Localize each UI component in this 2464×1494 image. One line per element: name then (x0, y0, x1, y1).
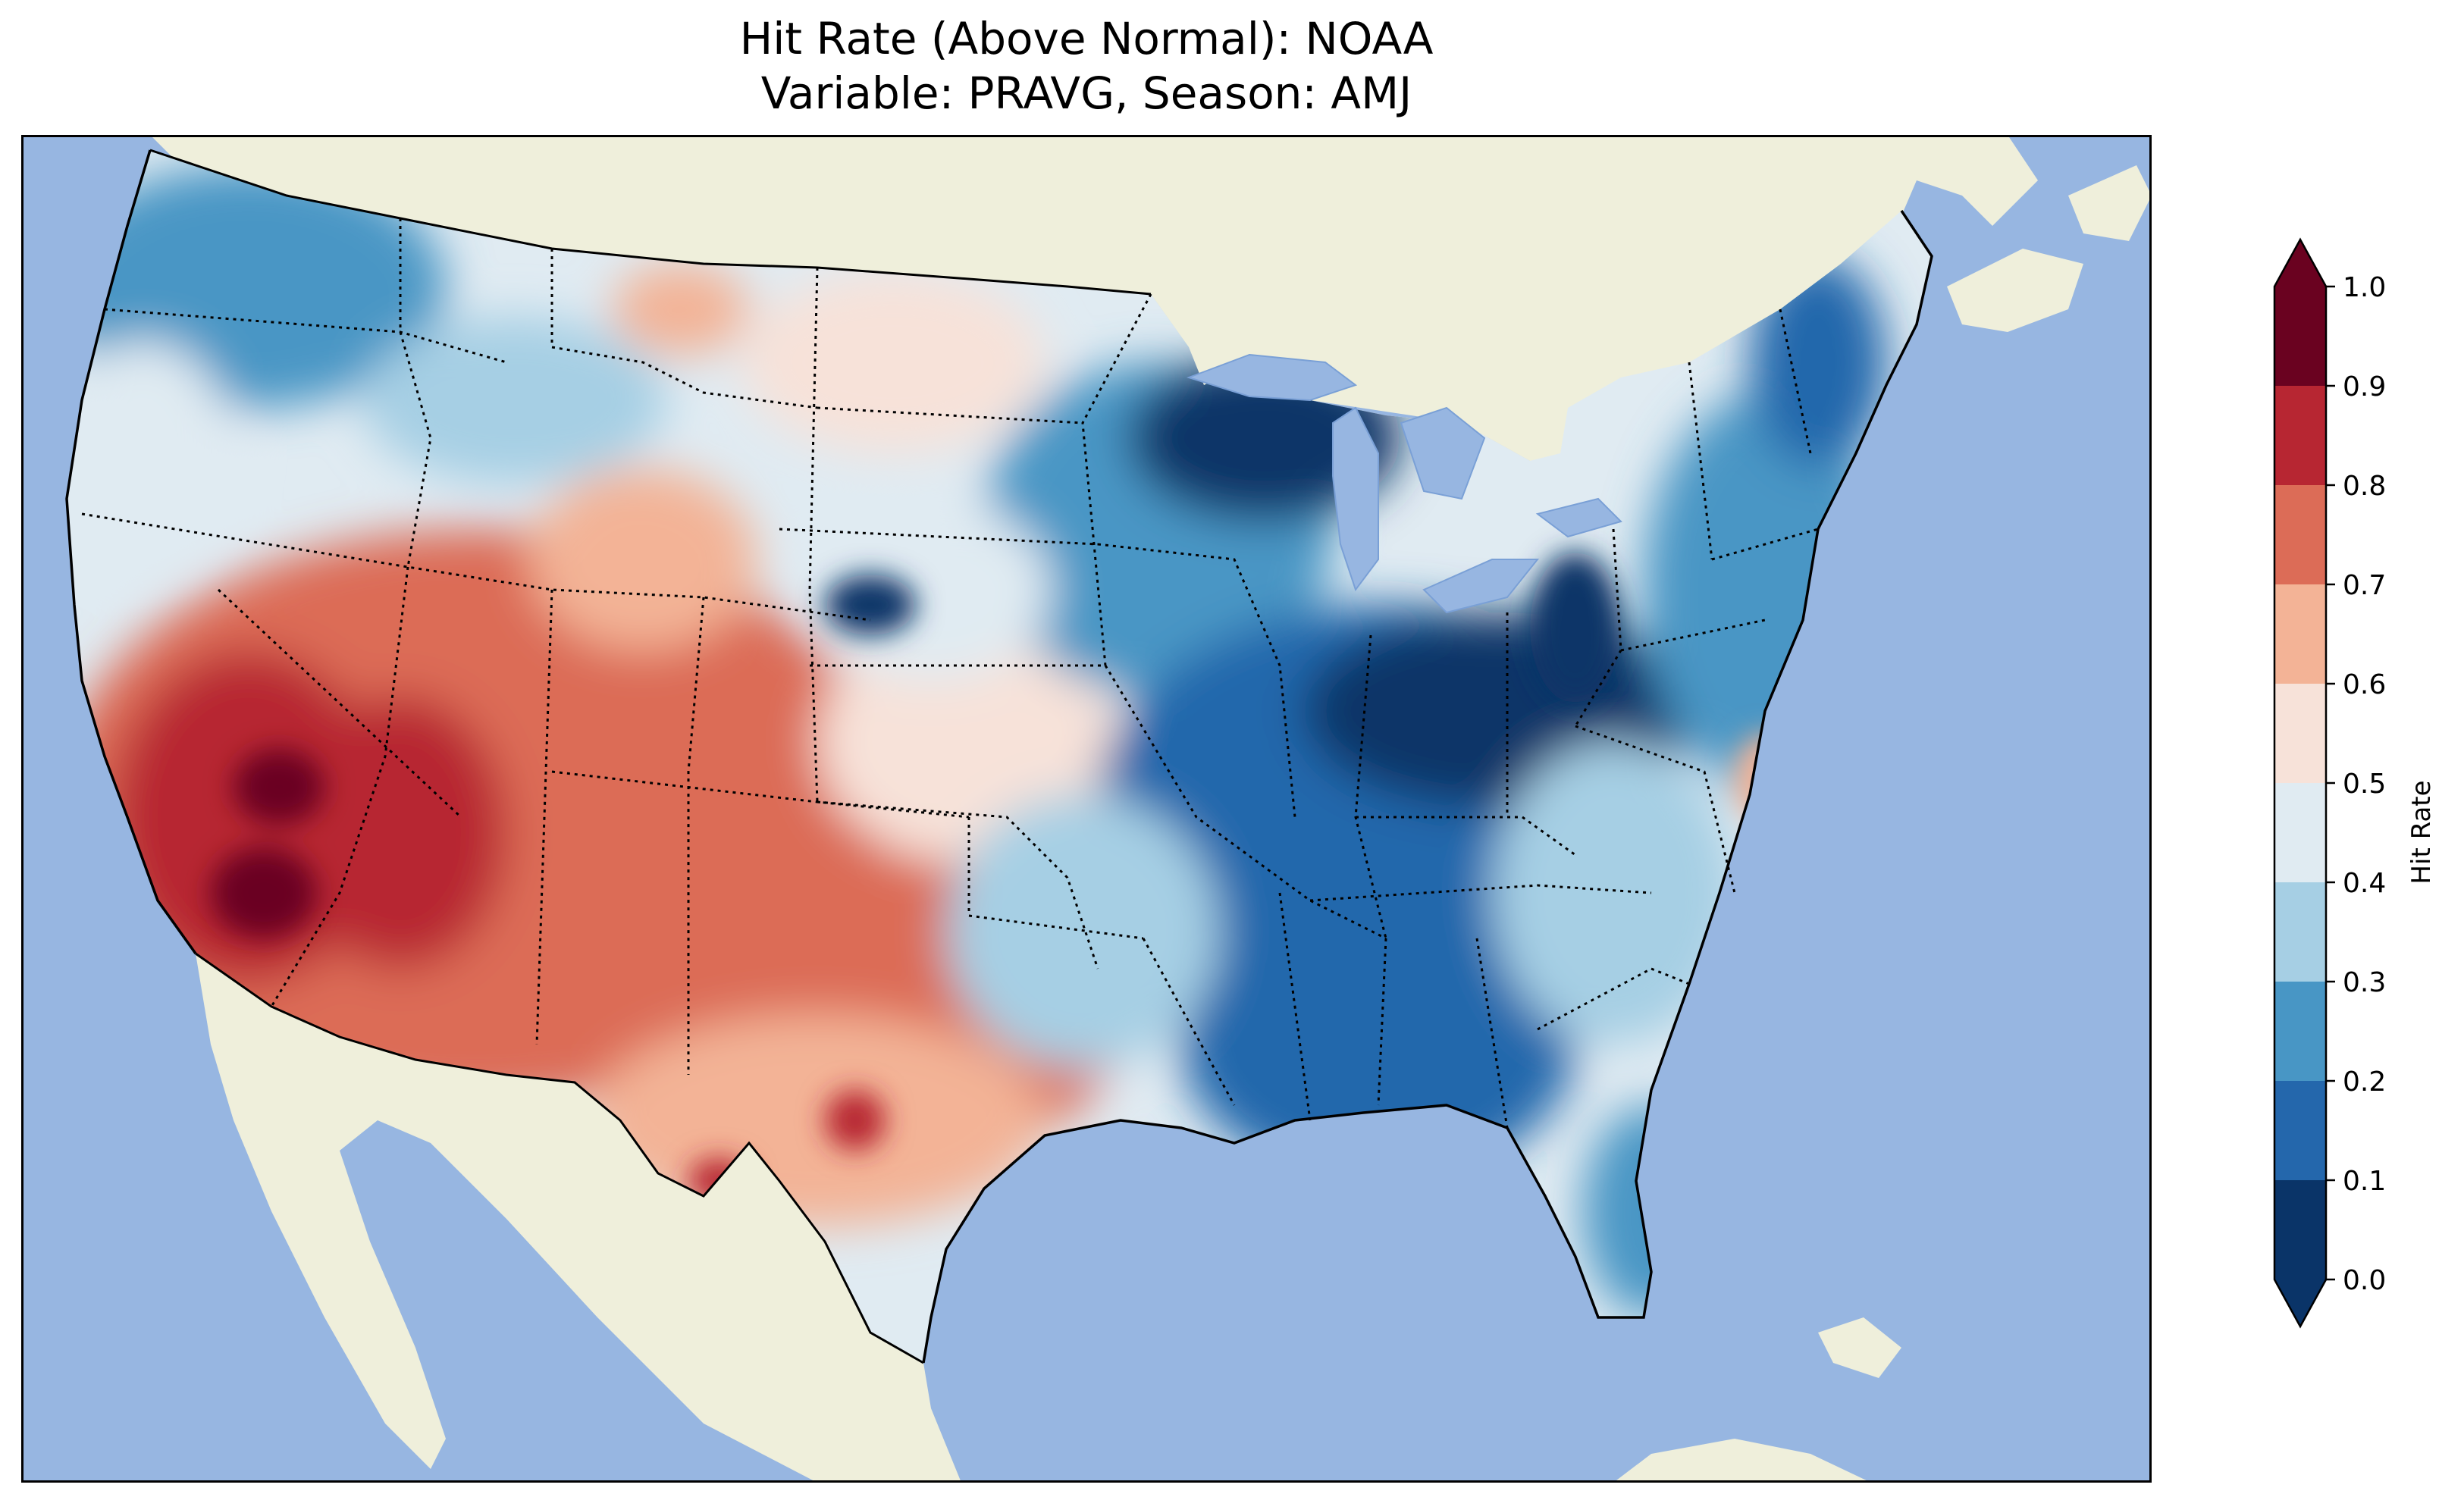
colorbar-tick-label: 1.0 (2343, 272, 2386, 303)
colorbar-bin-2 (2274, 982, 2326, 1081)
colorbar-label: Hit Rate (2406, 780, 2437, 884)
country-border (149, 149, 1152, 1364)
colorbar-bin-0 (2274, 1180, 2326, 1279)
canada-land (150, 135, 2038, 468)
map-frame (21, 135, 2152, 1483)
mexico-land (196, 954, 961, 1483)
colorbar-tick-label: 0.4 (2343, 868, 2386, 899)
colorbar-extend-max (2274, 240, 2326, 287)
colorbar-bin-9 (2274, 287, 2326, 386)
colorbar-bin-3 (2274, 882, 2326, 982)
colorbar-bin-1 (2274, 1081, 2326, 1180)
colorbar: 0.0 0.1 0.2 0.3 0.4 0.5 0.6 0.7 0.8 0.9 1.0 Hit Ra… (2273, 237, 2437, 1329)
great-lakes (1186, 353, 1622, 614)
yucatan-land (1613, 1439, 1871, 1483)
colorbar-bin-8 (2274, 386, 2326, 485)
colorbar-tick-label: 0.7 (2343, 570, 2386, 601)
colorbar-tick-label: 0.3 (2343, 967, 2386, 998)
colorbar-tick-label: 0.6 (2343, 669, 2386, 700)
maritimes-land (1947, 249, 2083, 332)
colorbar-bin-5 (2274, 684, 2326, 783)
colorbar-tick-label: 0.5 (2343, 769, 2386, 800)
colorbar-extend-min (2274, 1279, 2326, 1326)
map-plot-area (21, 135, 2152, 1483)
coastline (65, 149, 1933, 1364)
colorbar-bin-7 (2274, 485, 2326, 584)
pei-land (2068, 165, 2152, 241)
colorbar-tick-label: 0.1 (2343, 1166, 2386, 1197)
colorbar-bins (2273, 237, 2328, 1329)
chart-title: Hit Rate (Above Normal): NOAA (739, 13, 1434, 64)
colorbar-tick-label: 0.8 (2343, 471, 2386, 502)
colorbar-ticks: 0.0 0.1 0.2 0.3 0.4 0.5 0.6 0.7 0.8 0.9 1.0 (2326, 272, 2386, 1296)
colorbar-bin-6 (2274, 584, 2326, 684)
chart-subtitle: Variable: PRAVG, Season: AMJ (760, 67, 1412, 119)
state-borders (81, 218, 1819, 1129)
colorbar-bin-4 (2274, 783, 2326, 882)
colorbar-tick-label: 0.2 (2343, 1066, 2386, 1098)
colorbar-tick-label: 0.0 (2343, 1265, 2386, 1296)
colorbar-tick-label: 0.9 (2343, 371, 2386, 402)
cuba-land (1818, 1317, 1901, 1378)
